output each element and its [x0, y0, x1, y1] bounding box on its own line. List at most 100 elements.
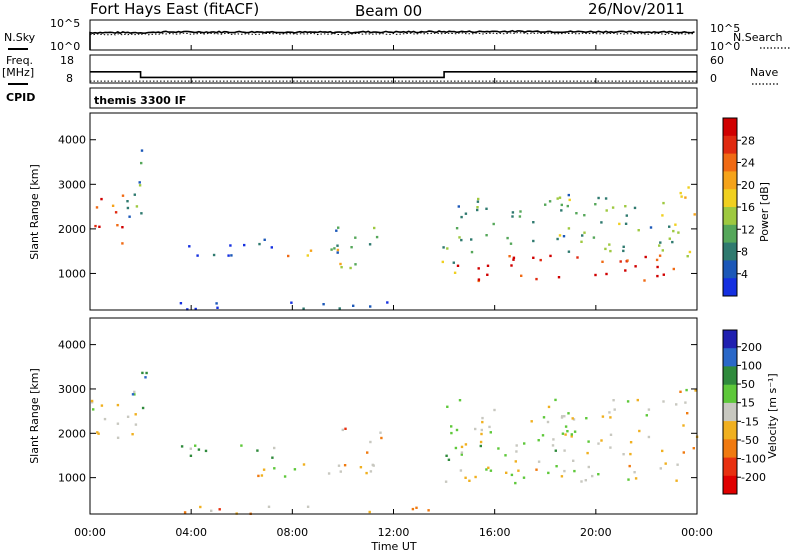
data-cell — [674, 223, 677, 226]
data-cell — [458, 236, 461, 239]
x-axis-ticks: 00:00 04:00 08:00 12:00 16:00 20:00 00:00 — [74, 45, 713, 539]
data-cell — [554, 398, 557, 402]
site-title: Fort Hays East (fitACF) — [90, 0, 259, 18]
data-cell — [628, 464, 631, 468]
beam-label: Beam 00 — [355, 2, 422, 20]
data-cell — [515, 450, 518, 453]
data-cell — [450, 431, 453, 435]
data-cell — [287, 254, 290, 258]
data-cell — [556, 237, 559, 241]
data-cell — [622, 249, 625, 253]
data-cell — [306, 505, 310, 508]
data-cell — [283, 475, 287, 478]
data-cell — [567, 250, 571, 253]
data-cell — [626, 400, 630, 403]
data-cell — [336, 244, 339, 247]
data-cell — [270, 246, 273, 249]
data-cell — [486, 264, 490, 267]
data-cell — [668, 237, 671, 240]
data-cell — [649, 226, 653, 229]
data-cell — [116, 436, 120, 439]
nave-right-tick-top: 60 — [710, 54, 724, 67]
data-cell — [141, 406, 145, 410]
data-cell — [551, 444, 555, 447]
data-cell — [591, 474, 594, 478]
data-cell — [480, 428, 483, 432]
data-cell — [386, 301, 389, 304]
cpid-value: themis 3300 IF — [94, 94, 186, 107]
data-cell — [605, 209, 608, 212]
data-cell — [94, 224, 97, 228]
data-cell — [442, 246, 445, 249]
data-cell — [204, 449, 208, 453]
data-cell — [611, 206, 615, 209]
data-cell — [116, 224, 119, 227]
data-cell — [240, 444, 243, 447]
power-data-cells — [94, 149, 696, 311]
data-cell — [613, 408, 616, 411]
velocity-colorbar: 200 100 50 15 -15 -50 -100 -200 — [722, 329, 766, 495]
data-cell — [460, 453, 463, 456]
data-cell — [532, 239, 535, 243]
data-cell — [693, 213, 696, 216]
data-cell — [140, 212, 143, 215]
data-cell — [131, 393, 135, 396]
nsearch-label: N.Search — [733, 31, 783, 44]
data-cell — [116, 422, 120, 425]
data-cell — [441, 260, 444, 264]
data-cell — [133, 393, 136, 396]
data-cell — [523, 442, 526, 445]
data-cell — [302, 307, 305, 310]
data-cell — [530, 420, 533, 423]
data-cell — [618, 222, 621, 226]
data-cell — [477, 279, 480, 283]
colorbar-tick-label: -15 — [741, 415, 759, 428]
data-cell — [197, 448, 201, 451]
data-cell — [474, 427, 477, 431]
data-cell — [330, 248, 333, 251]
data-cell — [336, 248, 340, 252]
data-cell — [658, 244, 661, 247]
data-cell — [594, 203, 597, 206]
data-cell — [568, 198, 571, 202]
data-cell — [636, 398, 639, 402]
xtick-label: 00:00 — [74, 526, 106, 539]
data-cell — [256, 449, 259, 452]
data-cell — [179, 302, 183, 305]
freq-series — [90, 71, 697, 79]
data-cell — [121, 194, 125, 197]
data-cell — [343, 464, 347, 467]
colorbar-segment — [723, 421, 737, 440]
data-cell — [625, 214, 628, 217]
colorbar-tick-label: -100 — [741, 453, 766, 466]
data-cell — [273, 467, 276, 470]
data-cell — [138, 184, 142, 187]
data-cell — [380, 436, 383, 440]
data-cell — [506, 236, 509, 240]
data-cell — [546, 420, 550, 424]
data-cell — [340, 266, 343, 269]
data-cell — [638, 429, 641, 433]
data-cell — [373, 226, 376, 230]
data-cell — [90, 401, 94, 404]
data-cell — [510, 473, 514, 477]
data-cell — [555, 465, 558, 468]
data-cell — [322, 303, 325, 306]
data-cell — [476, 200, 480, 203]
data-cell — [671, 240, 674, 244]
data-cell — [554, 449, 557, 452]
colorbar-segment — [723, 366, 737, 386]
data-cell — [629, 441, 633, 444]
colorbar-segment — [723, 224, 737, 244]
data-cell — [95, 206, 99, 209]
colorbar-frame — [722, 329, 738, 495]
data-cell — [199, 505, 202, 509]
colorbar-tick-label: -50 — [741, 434, 759, 447]
ytick-label: 2000 — [58, 223, 86, 236]
data-cell — [212, 253, 216, 257]
velocity-panel-frame — [89, 317, 698, 515]
data-cell — [560, 475, 564, 478]
data-cell — [573, 430, 577, 433]
power-ylabel: Slant Range [km] — [28, 164, 41, 260]
data-cell — [604, 247, 607, 251]
